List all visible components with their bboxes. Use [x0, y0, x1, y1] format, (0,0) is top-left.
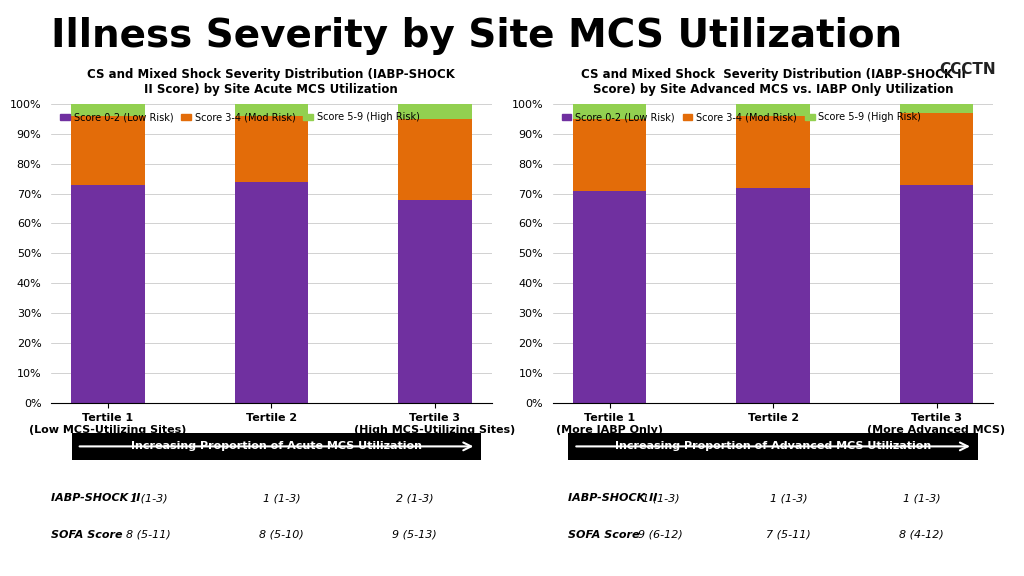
- Text: Illness Severity by Site MCS Utilization: Illness Severity by Site MCS Utilization: [51, 17, 902, 55]
- Bar: [900, 184, 973, 403]
- Legend: Score 0-2 (Low Risk), Score 3-4 (Mod Risk), Score 5-9 (High Risk): Score 0-2 (Low Risk), Score 3-4 (Mod Ris…: [56, 108, 424, 126]
- Text: 8 (5-10): 8 (5-10): [259, 529, 304, 540]
- Text: 7 (5-11): 7 (5-11): [766, 529, 811, 540]
- Bar: [573, 104, 646, 119]
- Title: CS and Mixed Shock  Severity Distribution (IABP-SHOCK II
Score) by Site Advanced: CS and Mixed Shock Severity Distribution…: [581, 67, 966, 96]
- Bar: [234, 104, 308, 116]
- Bar: [398, 104, 471, 119]
- Bar: [736, 188, 810, 403]
- Bar: [900, 104, 973, 113]
- Text: 1 (1-3): 1 (1-3): [770, 493, 807, 503]
- Text: SOFA Score: SOFA Score: [51, 529, 123, 540]
- Text: 1 (1-3): 1 (1-3): [263, 493, 300, 503]
- Text: 1 (1-3): 1 (1-3): [903, 493, 940, 503]
- Bar: [573, 191, 646, 403]
- Text: CCCTN: CCCTN: [939, 62, 996, 77]
- Bar: [72, 116, 144, 184]
- Bar: [234, 116, 308, 181]
- Text: 8 (5-11): 8 (5-11): [126, 529, 171, 540]
- Text: 1 (1-3): 1 (1-3): [642, 493, 679, 503]
- Text: IABP-SHOCK II: IABP-SHOCK II: [568, 493, 657, 503]
- Bar: [736, 104, 810, 116]
- Legend: Score 0-2 (Low Risk), Score 3-4 (Mod Risk), Score 5-9 (High Risk): Score 0-2 (Low Risk), Score 3-4 (Mod Ris…: [558, 108, 926, 126]
- Text: 9 (5-13): 9 (5-13): [392, 529, 437, 540]
- Bar: [234, 181, 308, 403]
- Text: Increasing Proportion of Acute MCS Utilization: Increasing Proportion of Acute MCS Utili…: [131, 441, 422, 452]
- Text: 9 (6-12): 9 (6-12): [638, 529, 683, 540]
- Title: CS and Mixed Shock Severity Distribution (IABP-SHOCK
II Score) by Site Acute MCS: CS and Mixed Shock Severity Distribution…: [87, 67, 456, 96]
- Text: IABP-SHOCK II: IABP-SHOCK II: [51, 493, 140, 503]
- Text: 8 (4-12): 8 (4-12): [899, 529, 944, 540]
- Bar: [398, 119, 471, 199]
- Text: 1 (1-3): 1 (1-3): [130, 493, 167, 503]
- Bar: [900, 113, 973, 184]
- Text: SOFA Score: SOFA Score: [568, 529, 640, 540]
- Bar: [72, 184, 144, 403]
- Bar: [72, 104, 144, 116]
- Bar: [573, 119, 646, 191]
- Bar: [736, 116, 810, 188]
- Bar: [398, 199, 471, 403]
- Text: 2 (1-3): 2 (1-3): [396, 493, 433, 503]
- Text: Increasing Proportion of Advanced MCS Utilization: Increasing Proportion of Advanced MCS Ut…: [615, 441, 931, 452]
